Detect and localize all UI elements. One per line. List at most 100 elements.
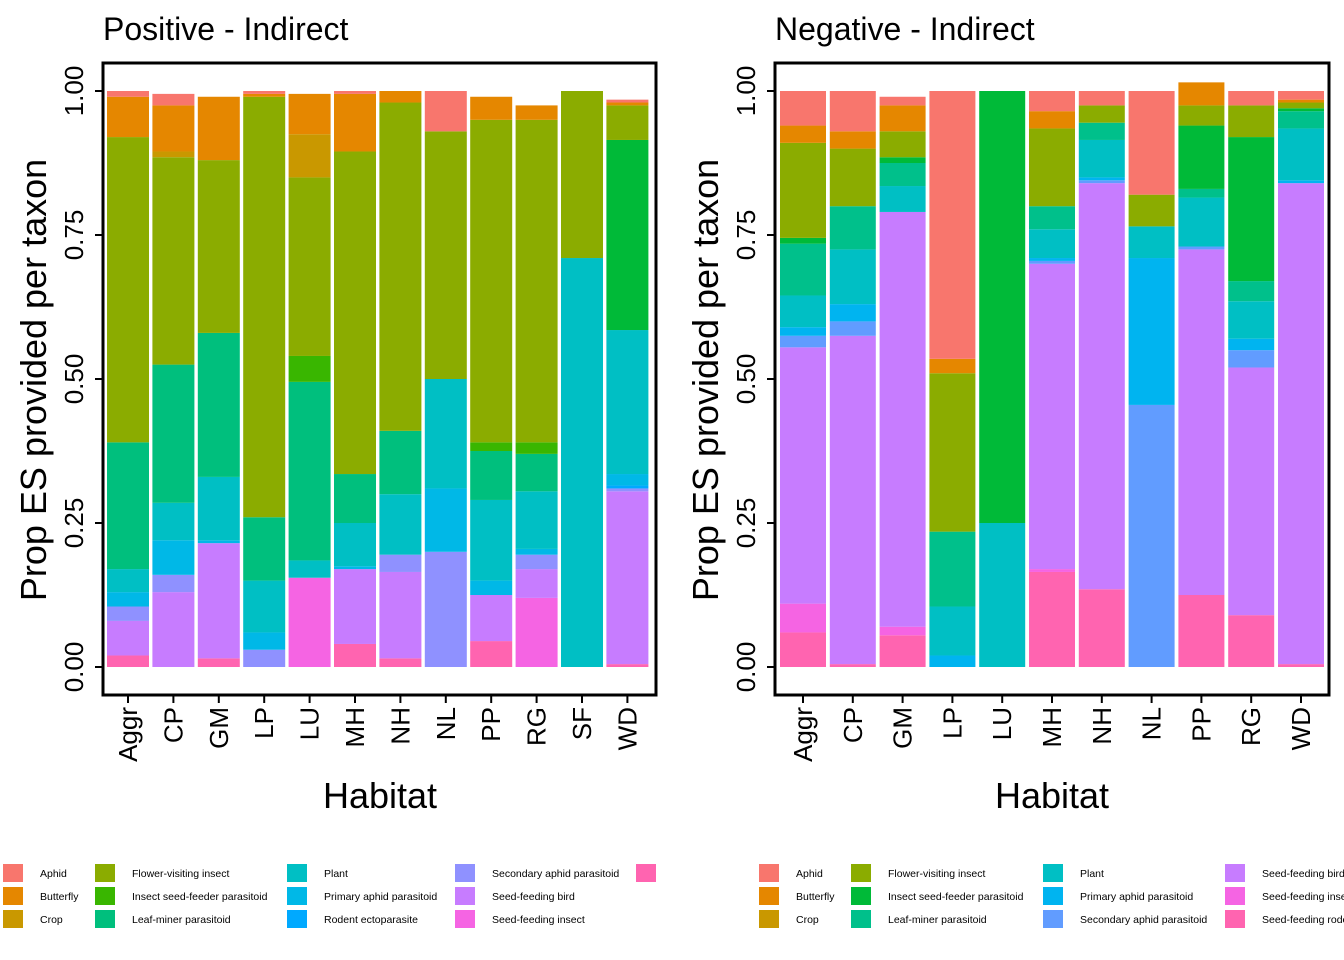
bar-segment-GM-3 [879, 131, 926, 158]
bar-segment-RG-5 [1228, 281, 1275, 302]
x-tick-label-CP: CP [158, 707, 188, 743]
bar-segment-MH-4 [334, 151, 376, 475]
legend-label-8: Rodent ectoparasite [324, 914, 418, 926]
bar-segment-PP-5 [470, 442, 513, 451]
bar-segment-GM-8 [197, 476, 240, 541]
bar-segment-MH-9 [1029, 263, 1075, 570]
y-tick-label-0: 0.00 [59, 642, 89, 693]
legend-key-11 [1225, 910, 1245, 928]
x-tick-label-NL: NL [431, 707, 461, 740]
bar-segment-WD-13 [606, 491, 649, 665]
bar-segment-NH-6 [1078, 139, 1125, 178]
bar-segment-WD-7 [1278, 180, 1324, 184]
bar-segment-RG-6 [1228, 301, 1275, 339]
y-tick-label-4: 1.00 [731, 66, 761, 117]
bar-segment-CP-3 [829, 148, 876, 207]
legend-label-4: Insect seed-feeder parasitoid [888, 891, 1024, 903]
legend-label-6: Plant [1080, 868, 1104, 880]
legend-key-2 [759, 910, 779, 928]
bar-segment-PP-11 [1178, 595, 1225, 667]
bar-segment-CP-4 [152, 157, 195, 365]
x-tick-label-MH: MH [340, 707, 370, 747]
legend-label-2: Crop [40, 914, 63, 926]
bar-segment-LP-5 [929, 531, 976, 607]
x-tick-label-NH: NH [1087, 707, 1117, 745]
bar-segment-MH-0 [334, 91, 376, 94]
legend-label-4: Insect seed-feeder parasitoid [132, 891, 268, 903]
bar-segment-PP-5 [1178, 188, 1225, 198]
x-tick-label-LU: LU [987, 707, 1017, 740]
bar-segment-RG-13 [515, 569, 558, 598]
bar-segment-NH-15 [379, 658, 422, 667]
right-panel-plot: Aggr CP GM LP LU MH NH NL PP RG WD 0.00 0.25 0.50 0.75… [731, 61, 1331, 762]
legend-key-1 [3, 887, 23, 905]
legend-key-7 [1043, 887, 1063, 905]
bar-segment-MH-1 [1029, 111, 1075, 129]
bar-segment-PP-1 [470, 96, 513, 120]
legend-key-5 [851, 910, 871, 928]
legend-key-6 [1043, 864, 1063, 882]
right-x-axis-label: Habitat [995, 775, 1109, 816]
legend-key-9 [1225, 864, 1245, 882]
plot-border [773, 61, 1331, 697]
bar-segment-GM-1 [197, 96, 240, 161]
bar-segment-WD-4 [606, 105, 649, 140]
legend-key-0 [759, 864, 779, 882]
legend-key-2 [3, 910, 23, 928]
bar-segment-NH-8 [1078, 180, 1125, 184]
bar-segment-LP-12 [243, 649, 286, 667]
bar-segment-MH-11 [1029, 571, 1075, 667]
legend-key-8 [287, 910, 307, 928]
legend-label-11: Seed-feeding rodent [1262, 914, 1344, 926]
bar-segment-MH-0 [1029, 91, 1075, 112]
bar-segment-NH-4 [379, 102, 422, 431]
bar-segment-PP-9 [1178, 249, 1225, 595]
bar-segment-MH-7 [1029, 258, 1075, 261]
x-tick-label-CP: CP [838, 707, 868, 743]
bar-segment-MH-10 [1029, 569, 1075, 572]
legend-key-8 [1043, 910, 1063, 928]
bar-segment-LU-6 [979, 523, 1026, 667]
legend-label-7: Primary aphid parasitoid [324, 891, 437, 903]
bar-segment-NH-8 [379, 494, 422, 555]
legend-key-0 [3, 864, 23, 882]
bar-segment-NH-0 [1078, 91, 1125, 106]
bar-segment-LP-4 [243, 96, 286, 518]
x-tick-label-WD: WD [1286, 707, 1316, 750]
left-x-axis-label: Habitat [323, 775, 437, 816]
bar-segment-GM-9 [197, 540, 240, 544]
x-tick-label-LP: LP [249, 707, 279, 739]
y-tick-label-1: 0.25 [731, 498, 761, 549]
bar-segment-LP-1 [929, 358, 976, 374]
x-tick-label-NH: NH [385, 707, 415, 745]
x-tick-label-Aggr: Aggr [113, 707, 143, 762]
bar-segment-NL-0 [1128, 91, 1175, 195]
bar-segment-Aggr-0 [780, 91, 826, 126]
bar-segment-LU-2 [288, 134, 331, 178]
legend-label-10: Seed-feeding insect [1262, 891, 1344, 903]
right-y-axis-label: Prop ES provided per taxon [685, 159, 726, 601]
bar-segment-LP-9 [243, 632, 286, 650]
bar-segment-RG-9 [1228, 367, 1275, 616]
bar-segment-Aggr-10 [780, 603, 826, 633]
bar-segment-Aggr-12 [107, 606, 149, 621]
bar-segment-LP-8 [243, 580, 286, 633]
bar-segment-NL-0 [424, 91, 467, 132]
bar-segment-LU-1 [288, 93, 331, 135]
y-tick-label-4: 1.00 [59, 66, 89, 117]
legend-label-9: Seed-feeding bird [1262, 868, 1344, 880]
x-tick-label-GM: GM [204, 707, 234, 749]
legend-label-5: Leaf-miner parasitoid [132, 914, 231, 926]
bar-segment-GM-1 [879, 105, 926, 132]
bar-segment-GM-13 [197, 543, 240, 659]
legend-key-3 [95, 864, 115, 882]
bar-segment-Aggr-7 [107, 442, 149, 570]
bar-segment-WD-12 [606, 488, 649, 492]
bar-segment-CP-6 [829, 249, 876, 305]
right-panel-title: Negative - Indirect [775, 11, 1035, 47]
bar-segment-WD-6 [606, 139, 649, 331]
bar-segment-PP-13 [470, 595, 513, 642]
bar-segment-CP-8 [152, 502, 195, 541]
bar-segment-CP-12 [152, 574, 195, 593]
